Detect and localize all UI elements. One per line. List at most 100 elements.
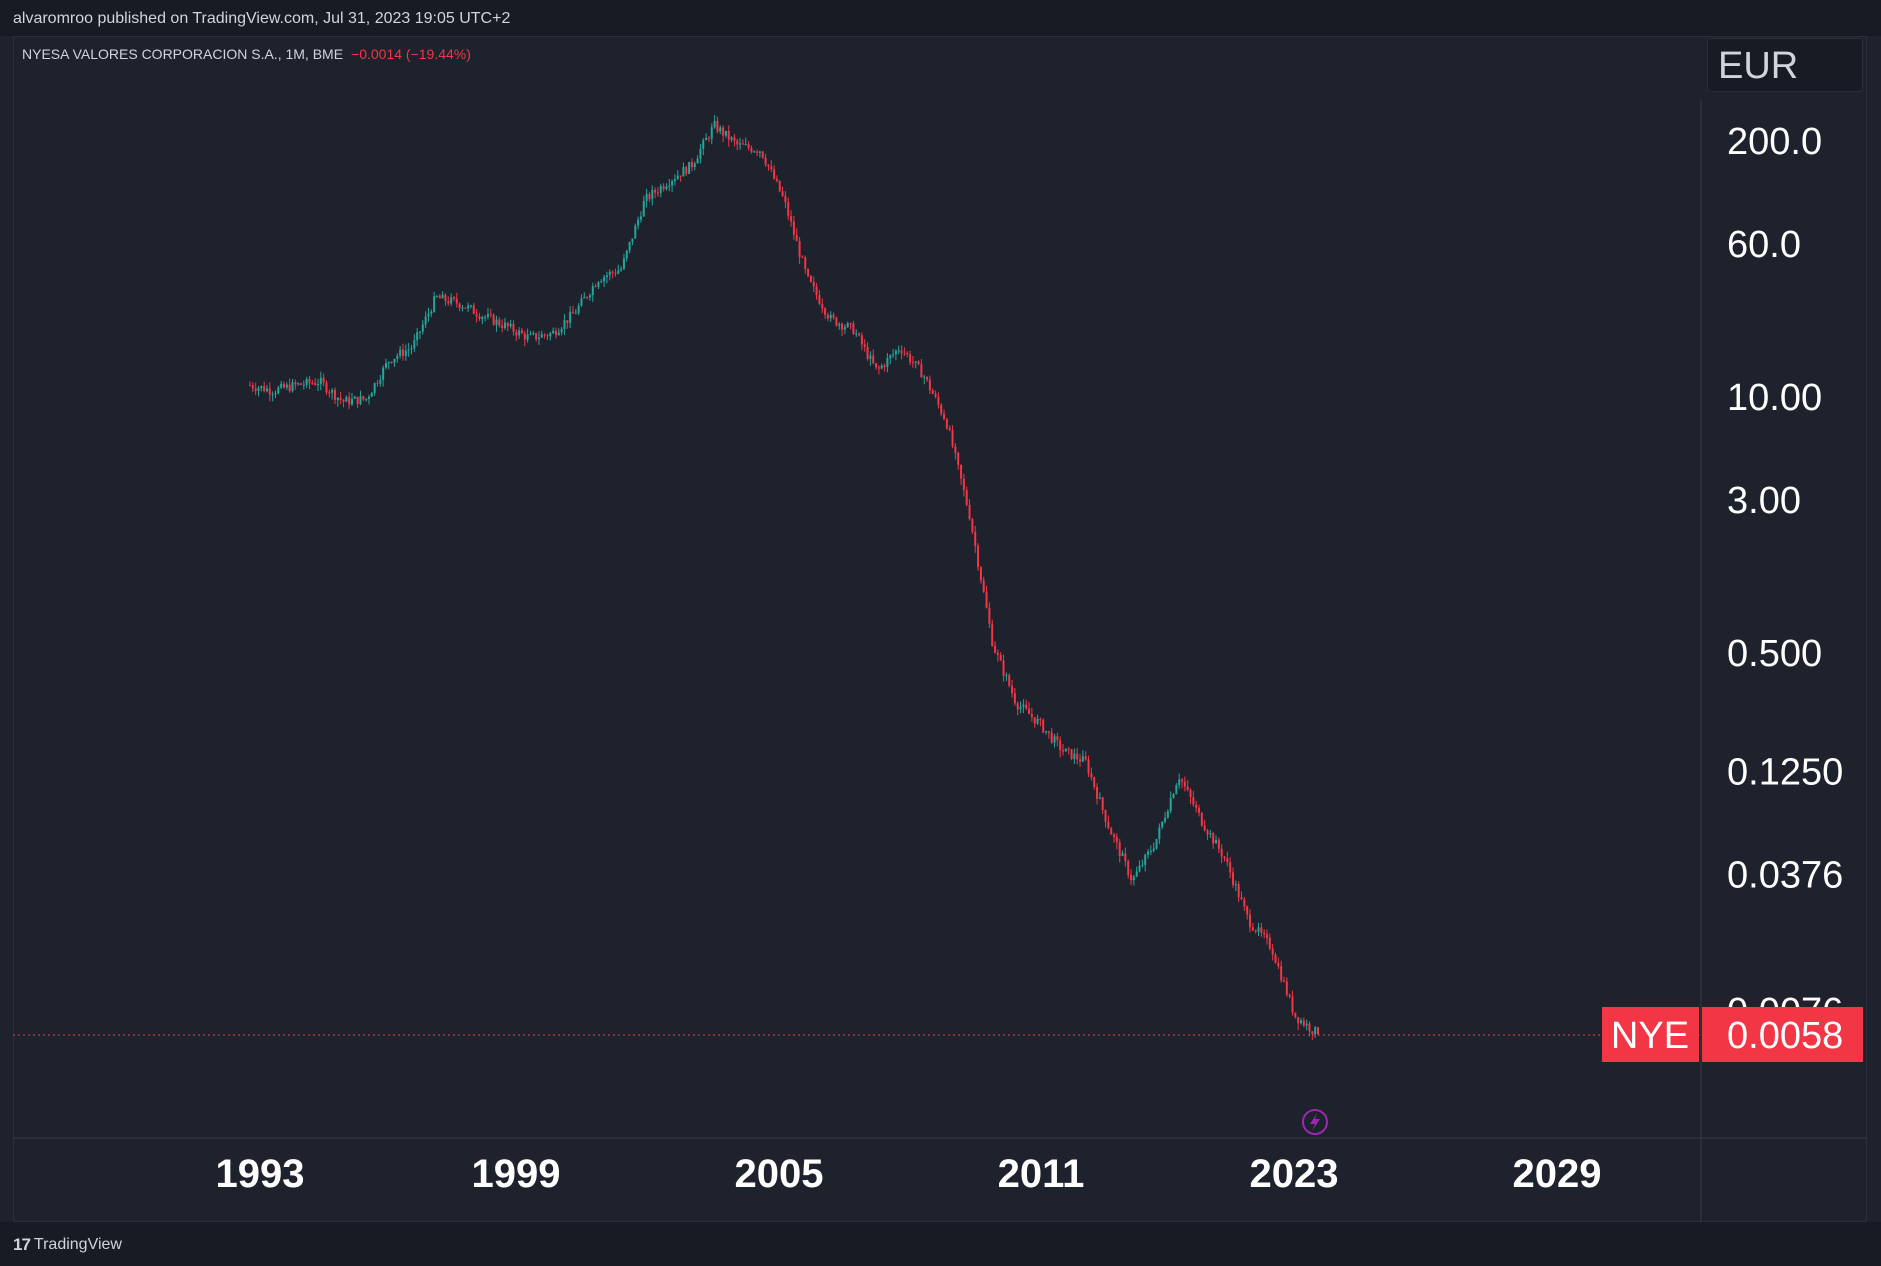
candle-body — [846, 323, 849, 328]
candle-body — [1240, 897, 1243, 900]
candle-body — [1045, 731, 1048, 733]
candle-body — [316, 384, 319, 386]
candle-body — [671, 180, 674, 186]
candle-body — [1220, 848, 1223, 857]
candle-body — [404, 350, 407, 357]
candle-body — [1039, 718, 1042, 720]
candle-body — [594, 286, 597, 288]
candle-body — [1050, 732, 1053, 743]
candle-body — [478, 316, 481, 319]
candle-body — [311, 383, 314, 385]
candle-body — [1056, 736, 1059, 741]
candle-body — [560, 328, 563, 333]
candle-body — [710, 127, 713, 139]
candle-body — [645, 194, 648, 201]
candle-body — [974, 531, 977, 546]
candle-body — [588, 295, 591, 298]
candle-body — [535, 333, 538, 340]
candle-body — [458, 303, 461, 308]
candle-body — [461, 307, 464, 309]
candle-body — [433, 296, 436, 312]
candle-body — [1008, 675, 1011, 686]
candle-body — [1311, 1031, 1314, 1034]
candle-body — [325, 382, 328, 393]
candle-body — [1277, 963, 1280, 967]
tradingview-logo[interactable]: 17 TradingView — [13, 1235, 122, 1255]
published-info: alvaromroo published on TradingView.com,… — [13, 10, 511, 27]
candle-body — [393, 358, 396, 363]
candle-body — [1229, 862, 1232, 873]
candle-body — [690, 161, 693, 168]
candle-body — [750, 147, 753, 152]
candle-body — [730, 137, 733, 140]
tradingview-icon: 17 — [13, 1235, 31, 1254]
lightning-icon[interactable] — [1302, 1109, 1328, 1135]
candle-body — [1285, 981, 1288, 995]
candle-body — [1164, 817, 1167, 822]
candle-body — [291, 382, 294, 392]
candle-body — [1223, 856, 1226, 859]
candle-body — [1002, 660, 1005, 676]
candle-body — [498, 319, 501, 326]
x-tick-label: 2011 — [998, 1152, 1085, 1196]
candle-body — [841, 323, 844, 330]
candle-body — [523, 333, 526, 340]
candle-body — [546, 335, 549, 337]
candle-body — [1110, 828, 1113, 835]
currency-button[interactable]: EUR — [1707, 38, 1863, 92]
candle-body — [285, 384, 288, 388]
candle-body — [637, 219, 640, 226]
candle-body — [906, 352, 909, 355]
candle-body — [979, 567, 982, 581]
candle-body — [1302, 1020, 1305, 1026]
candle-body — [608, 271, 611, 276]
candle-body — [1070, 749, 1073, 760]
candle-body — [418, 331, 421, 333]
candle-body — [1283, 980, 1286, 982]
candle-body — [739, 143, 742, 145]
candle-body — [271, 394, 274, 396]
candle-body — [331, 389, 334, 393]
candle-body — [614, 272, 617, 274]
candle-body — [634, 225, 637, 239]
chart-frame[interactable] — [13, 36, 1867, 1222]
candle-body — [914, 361, 917, 363]
candle-body — [1155, 838, 1158, 849]
candle-body — [886, 358, 889, 368]
candle-body — [968, 504, 971, 520]
candle-body — [554, 330, 557, 336]
candle-body — [268, 388, 271, 395]
candle-body — [552, 330, 555, 334]
candle-body — [447, 301, 450, 304]
candle-body — [506, 322, 509, 327]
candle-body — [1013, 693, 1016, 704]
candle-body — [792, 221, 795, 235]
candle-body — [1234, 884, 1237, 886]
candle-body — [1059, 740, 1062, 751]
candle-body — [435, 296, 438, 298]
candle-body — [600, 281, 603, 283]
candle-body — [988, 607, 991, 624]
candle-body — [1130, 874, 1133, 881]
candle-body — [1064, 748, 1067, 752]
candle-body — [625, 250, 628, 259]
x-tick-label: 1999 — [472, 1152, 561, 1196]
x-tick-label: 2005 — [735, 1152, 824, 1196]
candle-body — [1183, 781, 1186, 787]
candle-body — [370, 392, 373, 397]
candle-body — [251, 385, 254, 389]
candle-body — [727, 130, 730, 140]
candle-body — [1308, 1023, 1311, 1032]
candles-group — [249, 115, 1319, 1041]
candle-body — [481, 317, 484, 319]
candle-body — [339, 397, 342, 401]
candle-body — [333, 389, 336, 400]
candle-body — [282, 383, 285, 388]
candle-body — [1144, 854, 1147, 865]
candle-body — [430, 311, 433, 314]
chart-legend: NYESA VALORES CORPORACION S.A., 1M, BME −… — [22, 46, 471, 62]
candle-body — [464, 307, 467, 309]
candle-body — [1169, 797, 1172, 812]
candle-body — [982, 580, 985, 592]
